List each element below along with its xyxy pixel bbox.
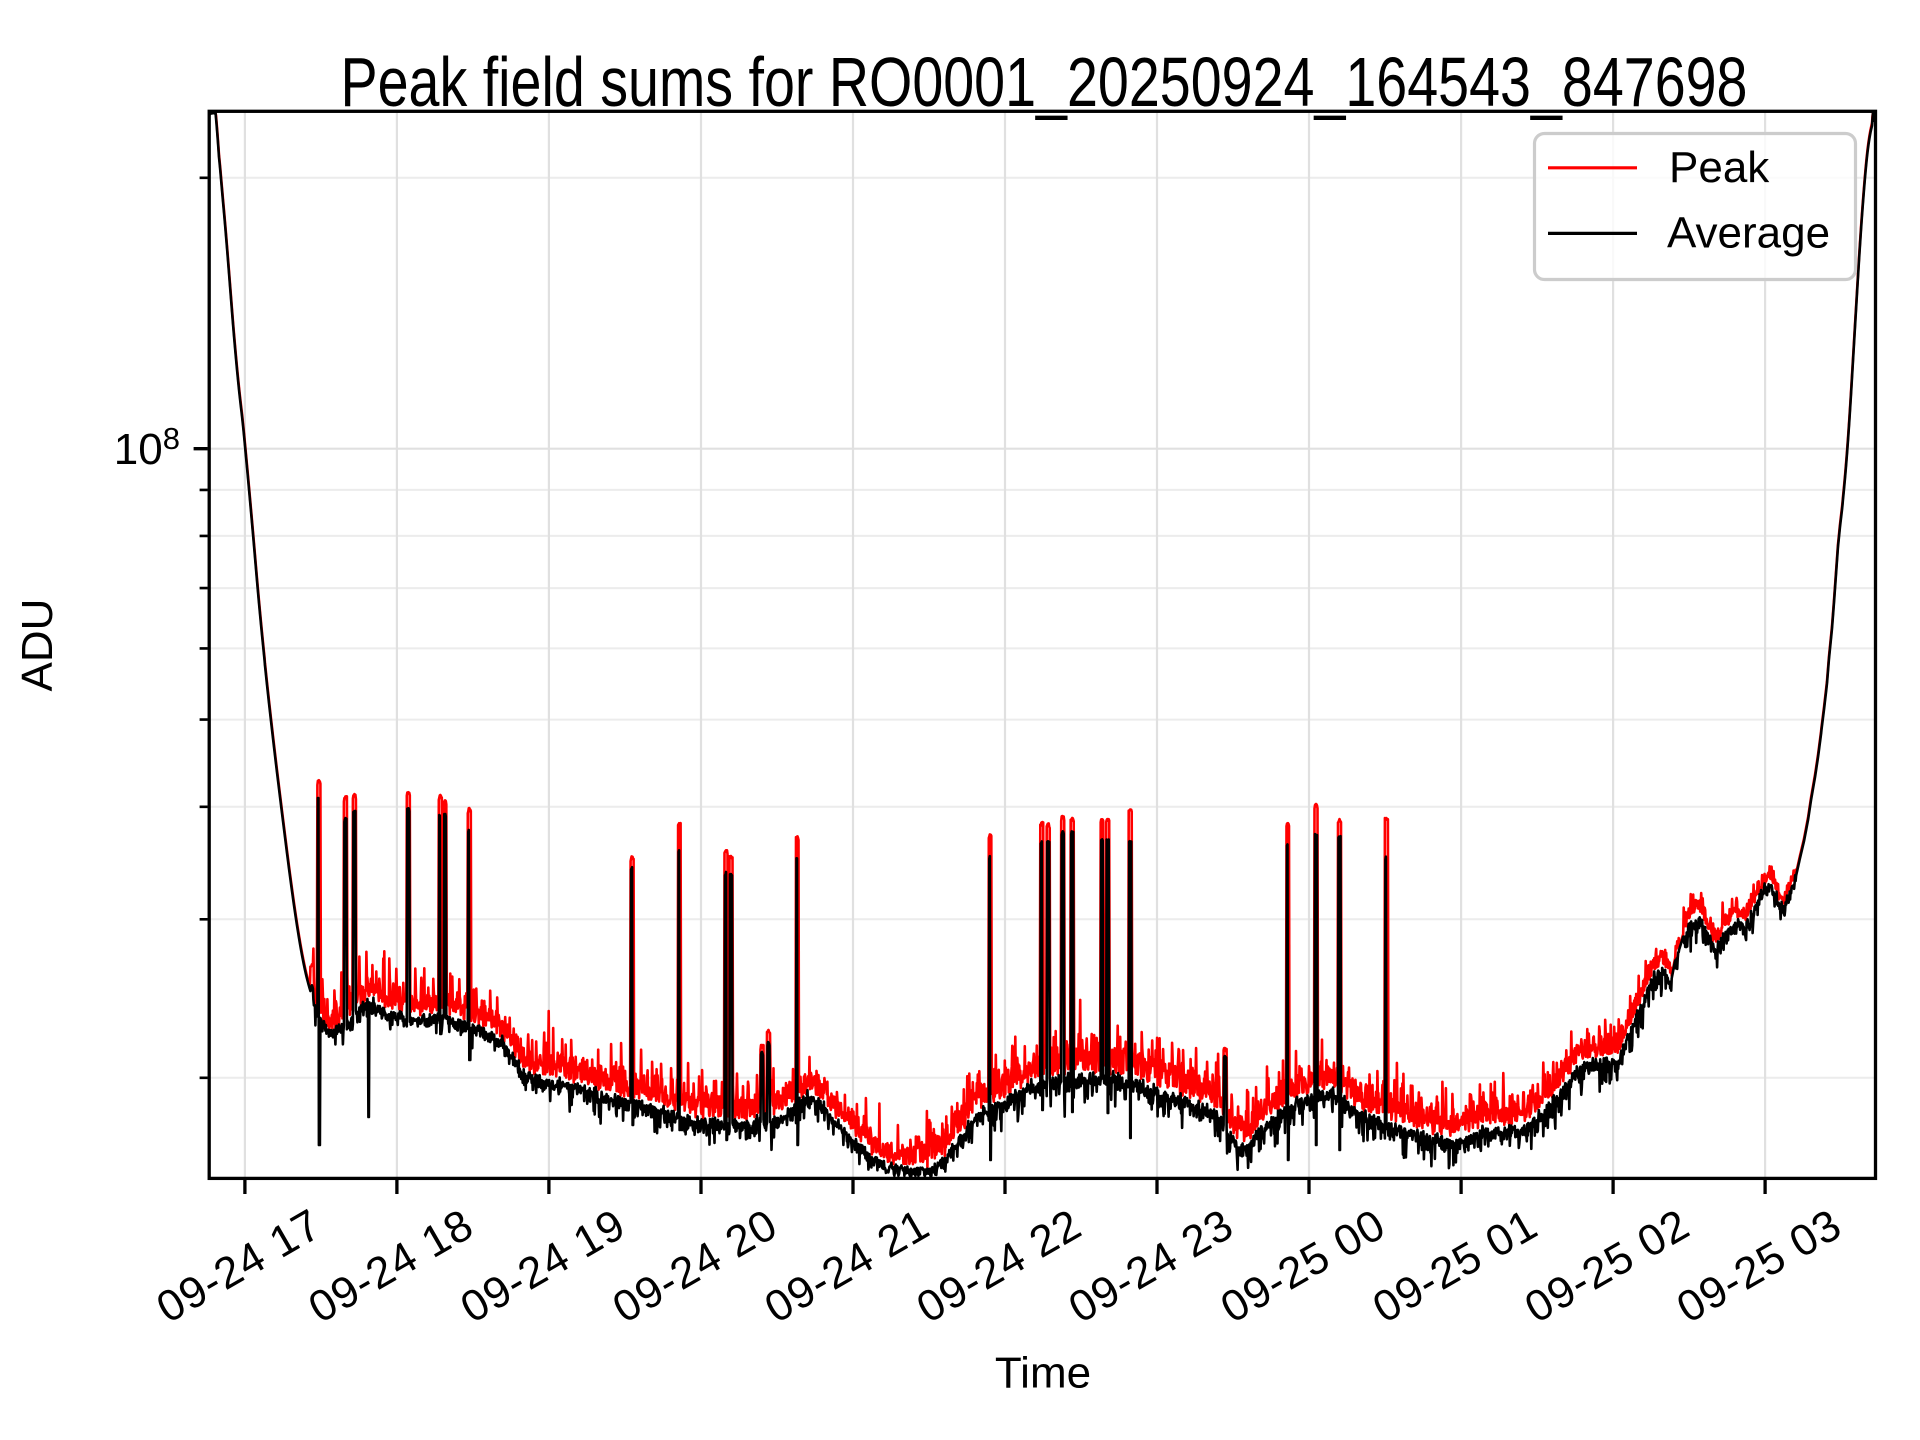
svg-text:ADU: ADU (13, 599, 62, 692)
svg-text:Time: Time (995, 1349, 1091, 1398)
svg-text:Peak field sums for RO0001_202: Peak field sums for RO0001_20250924_1645… (341, 43, 1748, 121)
svg-text:Average: Average (1667, 209, 1830, 258)
svg-text:Peak: Peak (1669, 143, 1770, 192)
